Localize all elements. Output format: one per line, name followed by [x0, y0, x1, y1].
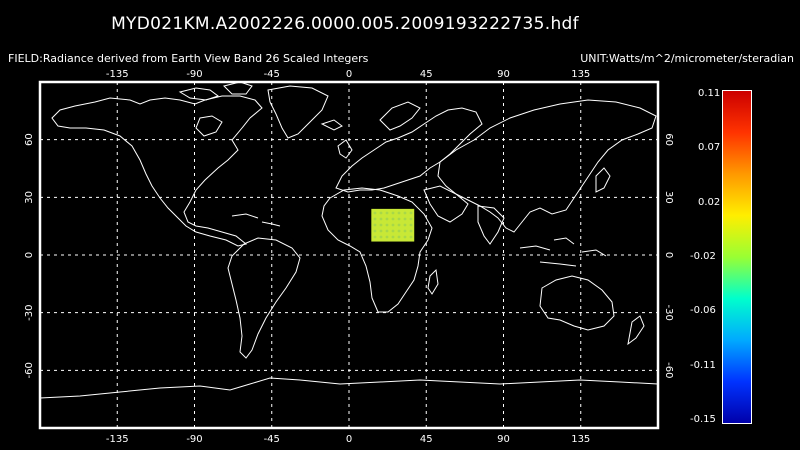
lon-tick-label-bottom: -45: [264, 434, 280, 445]
colorbar: [722, 90, 752, 424]
lat-tick-label-right: 30: [663, 191, 674, 204]
coastline-india: [477, 205, 505, 245]
coastline-hudson-bay: [195, 115, 223, 137]
colorbar-tick-label: 0.07: [698, 142, 721, 154]
lon-tick-label-bottom: -135: [106, 434, 129, 445]
lat-tick-label-right: 0: [663, 252, 674, 258]
field-label: FIELD:Radiance derived from Earth View B…: [8, 52, 369, 65]
axis-ticks: -135 -135 -90 -90 -45 -45 0 0 45 45 90 90 135 135 60 60…: [24, 69, 674, 445]
lat-tick-label-right: -30: [663, 304, 674, 320]
lon-tick-label-bottom: 90: [497, 434, 510, 445]
coastline-australia: [539, 275, 615, 331]
lon-tick-label-bottom: -90: [186, 434, 202, 445]
file-title: MYD021KM.A2002226.0000.005.2009193222735…: [111, 14, 579, 34]
lon-tick-label-top: 0: [346, 69, 352, 80]
coastline-britain: [337, 139, 353, 159]
coastline-south-america: [227, 237, 301, 359]
data-swath: [371, 208, 415, 242]
colorbar-tick-label: 0.02: [698, 196, 721, 208]
lon-tick-label-top: 90: [497, 69, 510, 80]
lon-tick-label-top: 45: [420, 69, 433, 80]
coastlines: [40, 82, 658, 399]
coastline-japan: [595, 167, 611, 193]
coastline-indonesia: [519, 237, 607, 267]
colorbar-tick-label: -0.15: [690, 414, 716, 425]
colorbar-tick-label: -0.02: [690, 251, 716, 262]
coastline-greenland: [267, 85, 329, 139]
lat-tick-label-left: -60: [24, 362, 35, 378]
coastline-africa: [321, 187, 433, 313]
lon-tick-label-top: -45: [264, 69, 280, 80]
lon-tick-label-top: -90: [186, 69, 202, 80]
lat-tick-label-left: 30: [24, 191, 35, 204]
coastline-europe: [335, 107, 483, 193]
coastline-madagascar: [427, 268, 439, 295]
coastline-asia: [437, 99, 657, 233]
coastline-scandinavia: [379, 101, 421, 131]
lat-tick-label-left: -30: [24, 304, 35, 320]
lon-tick-label-bottom: 135: [571, 434, 590, 445]
lon-tick-label-bottom: 45: [420, 434, 433, 445]
lon-tick-label-top: -135: [106, 69, 129, 80]
lat-tick-label-right: -60: [663, 362, 674, 378]
coastline-new-zealand: [627, 315, 645, 346]
lon-tick-label-bottom: 0: [346, 434, 352, 445]
unit-label: UNIT:Watts/m^2/micrometer/steradian: [580, 52, 794, 65]
plot-border: [38, 80, 660, 430]
coastline-arabia: [423, 185, 469, 223]
lat-tick-label-left: 0: [24, 252, 35, 258]
colorbar-tick-label: -0.06: [690, 305, 716, 317]
colorbar-tick-label: 0.11: [698, 88, 721, 99]
lat-tick-label-right: 60: [663, 133, 674, 146]
coastline-north-america: [51, 95, 263, 247]
coastline-iceland: [320, 119, 343, 131]
colorbar-tick-label: -0.11: [690, 359, 716, 371]
graticule-grid: [40, 82, 658, 428]
coastline-antarctica: [40, 377, 658, 399]
lon-tick-label-top: 135: [571, 69, 590, 80]
coastline-caribbean: [231, 213, 281, 227]
lat-tick-label-left: 60: [24, 133, 35, 146]
